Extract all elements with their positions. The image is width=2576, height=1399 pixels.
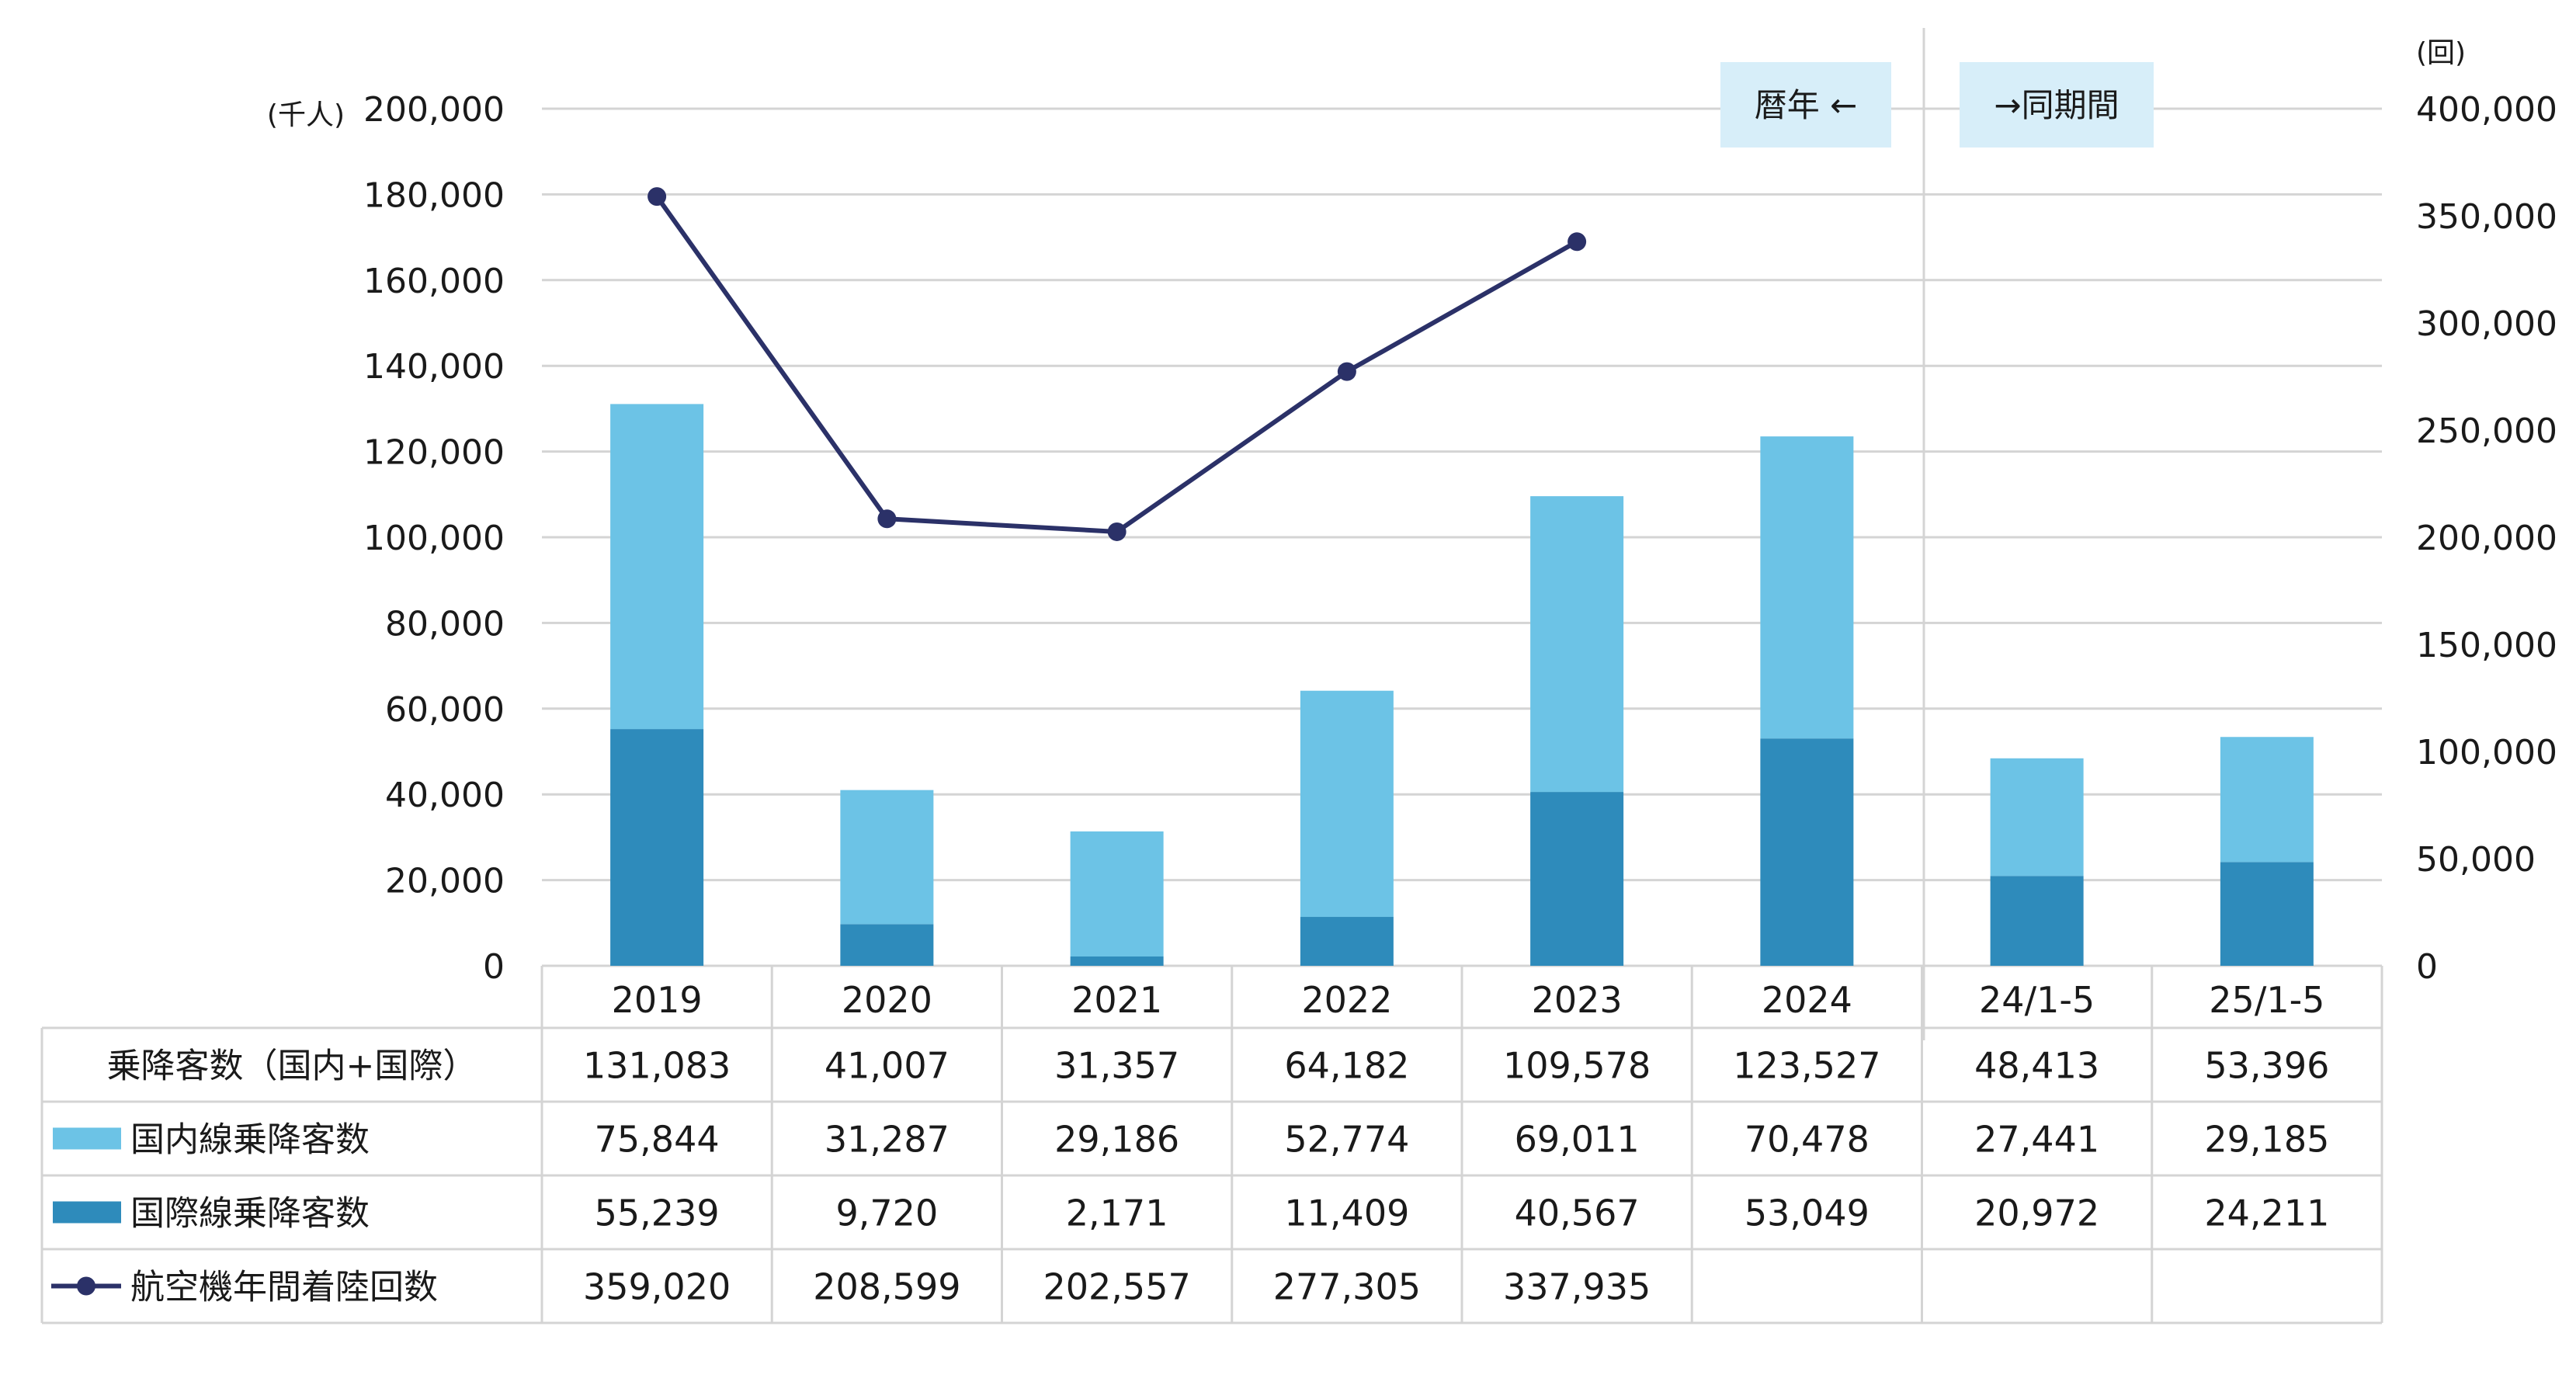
x-category-label: 2019 bbox=[612, 979, 703, 1021]
y-right-tick-label: 350,000 bbox=[2416, 197, 2557, 237]
line-point bbox=[647, 187, 667, 207]
x-category-label: 2023 bbox=[1532, 979, 1623, 1021]
bar-domestic bbox=[840, 790, 934, 925]
calendar-year-label: 暦年 ← bbox=[1755, 86, 1858, 124]
table-cell: 277,305 bbox=[1273, 1266, 1421, 1308]
y-left-tick-label: 40,000 bbox=[385, 776, 505, 815]
y-left-tick-label: 140,000 bbox=[363, 347, 505, 387]
same-period-box bbox=[1960, 62, 2154, 148]
table-cell: 11,409 bbox=[1284, 1192, 1409, 1234]
row-label: 航空機年間着陸回数 bbox=[130, 1268, 438, 1307]
table-cell: 29,186 bbox=[1054, 1119, 1179, 1161]
table-cell: 27,441 bbox=[1974, 1119, 2099, 1161]
x-category-label: 25/1-5 bbox=[2209, 979, 2324, 1021]
y-right-tick-label: 200,000 bbox=[2416, 519, 2557, 558]
table-cell: 9,720 bbox=[836, 1192, 939, 1234]
row-label: 乗降客数（国内+国際） bbox=[107, 1047, 477, 1086]
table-cell: 40,567 bbox=[1515, 1192, 1640, 1234]
table-cell: 337,935 bbox=[1503, 1266, 1651, 1308]
row-label: 国内線乗降客数 bbox=[130, 1120, 370, 1160]
y-left-tick-label: 80,000 bbox=[385, 604, 505, 644]
y-right-tick-label: 50,000 bbox=[2416, 840, 2536, 880]
x-category-label: 2024 bbox=[1762, 979, 1852, 1021]
bar-domestic bbox=[610, 404, 704, 730]
bar-international bbox=[610, 729, 704, 966]
legend-swatch bbox=[53, 1127, 121, 1150]
table-cell: 359,020 bbox=[583, 1266, 731, 1308]
table-cell: 52,774 bbox=[1284, 1119, 1409, 1161]
x-category-label: 2021 bbox=[1071, 979, 1162, 1021]
table-cell: 55,239 bbox=[595, 1192, 720, 1234]
right-axis-unit: (回) bbox=[2416, 37, 2466, 69]
table-cell: 202,557 bbox=[1043, 1266, 1191, 1308]
table-cell: 208,599 bbox=[813, 1266, 960, 1308]
y-left-tick-label: 180,000 bbox=[363, 175, 505, 215]
x-category-label: 2022 bbox=[1301, 979, 1392, 1021]
bar-international bbox=[1070, 956, 1164, 966]
table-cell: 70,478 bbox=[1745, 1119, 1870, 1161]
y-left-tick-label: 160,000 bbox=[363, 262, 505, 301]
y-left-tick-label: 120,000 bbox=[363, 433, 505, 473]
bar-domestic bbox=[1990, 758, 2084, 877]
table-cell: 109,578 bbox=[1503, 1045, 1651, 1087]
bar-international bbox=[1760, 738, 1854, 966]
bar-domestic bbox=[1530, 496, 1624, 793]
y-right-tick-label: 300,000 bbox=[2416, 304, 2557, 344]
bar-international bbox=[1530, 792, 1624, 966]
bar-domestic bbox=[1760, 436, 1854, 739]
table-cell: 75,844 bbox=[595, 1119, 720, 1161]
x-category-label: 2020 bbox=[842, 979, 932, 1021]
table-cell: 20,972 bbox=[1974, 1192, 2099, 1234]
bar-international bbox=[1990, 876, 2084, 966]
legend-marker bbox=[77, 1276, 95, 1296]
same-period-label: →同期間 bbox=[1994, 86, 2119, 124]
y-right-tick-label: 150,000 bbox=[2416, 626, 2557, 665]
y-left-tick-label: 200,000 bbox=[363, 90, 505, 130]
line-point bbox=[1337, 362, 1356, 381]
table-cell: 41,007 bbox=[825, 1045, 950, 1087]
bar-international bbox=[840, 924, 934, 966]
y-left-tick-label: 20,000 bbox=[385, 862, 505, 901]
table-cell: 31,287 bbox=[825, 1119, 950, 1161]
line-point bbox=[877, 509, 897, 529]
line-point bbox=[1567, 232, 1587, 252]
table-cell: 123,527 bbox=[1733, 1045, 1880, 1087]
row-label: 国際線乗降客数 bbox=[130, 1194, 370, 1234]
table-cell: 53,396 bbox=[2204, 1045, 2329, 1087]
left-axis-unit: (千人) bbox=[267, 99, 345, 131]
table-cell: 131,083 bbox=[583, 1045, 731, 1087]
table-cell: 24,211 bbox=[2204, 1192, 2329, 1234]
y-right-tick-label: 100,000 bbox=[2416, 733, 2557, 772]
table-cell: 48,413 bbox=[1974, 1045, 2099, 1087]
x-category-label: 24/1-5 bbox=[1979, 979, 2095, 1021]
table-cell: 53,049 bbox=[1745, 1192, 1870, 1234]
y-right-tick-label: 400,000 bbox=[2416, 90, 2557, 130]
legend-swatch bbox=[53, 1201, 121, 1224]
bar-domestic bbox=[2220, 737, 2314, 863]
line-landings bbox=[654, 195, 1578, 534]
table-cell: 64,182 bbox=[1284, 1045, 1409, 1087]
y-right-tick-label: 250,000 bbox=[2416, 411, 2557, 451]
table-cell: 31,357 bbox=[1054, 1045, 1179, 1087]
bar-international bbox=[1300, 917, 1394, 966]
y-left-tick-label: 0 bbox=[483, 947, 505, 987]
line-point bbox=[1107, 522, 1127, 541]
y-left-tick-label: 60,000 bbox=[385, 690, 505, 730]
table-cell: 2,171 bbox=[1066, 1192, 1168, 1234]
y-right-tick-label: 0 bbox=[2416, 947, 2438, 987]
table-cell: 69,011 bbox=[1515, 1119, 1640, 1161]
table-cell: 29,185 bbox=[2204, 1119, 2329, 1161]
bar-international bbox=[2220, 862, 2314, 966]
calendar-year-box bbox=[1720, 62, 1891, 148]
bar-domestic bbox=[1070, 831, 1164, 957]
bar-domestic bbox=[1300, 690, 1394, 918]
y-left-tick-label: 100,000 bbox=[363, 519, 505, 558]
